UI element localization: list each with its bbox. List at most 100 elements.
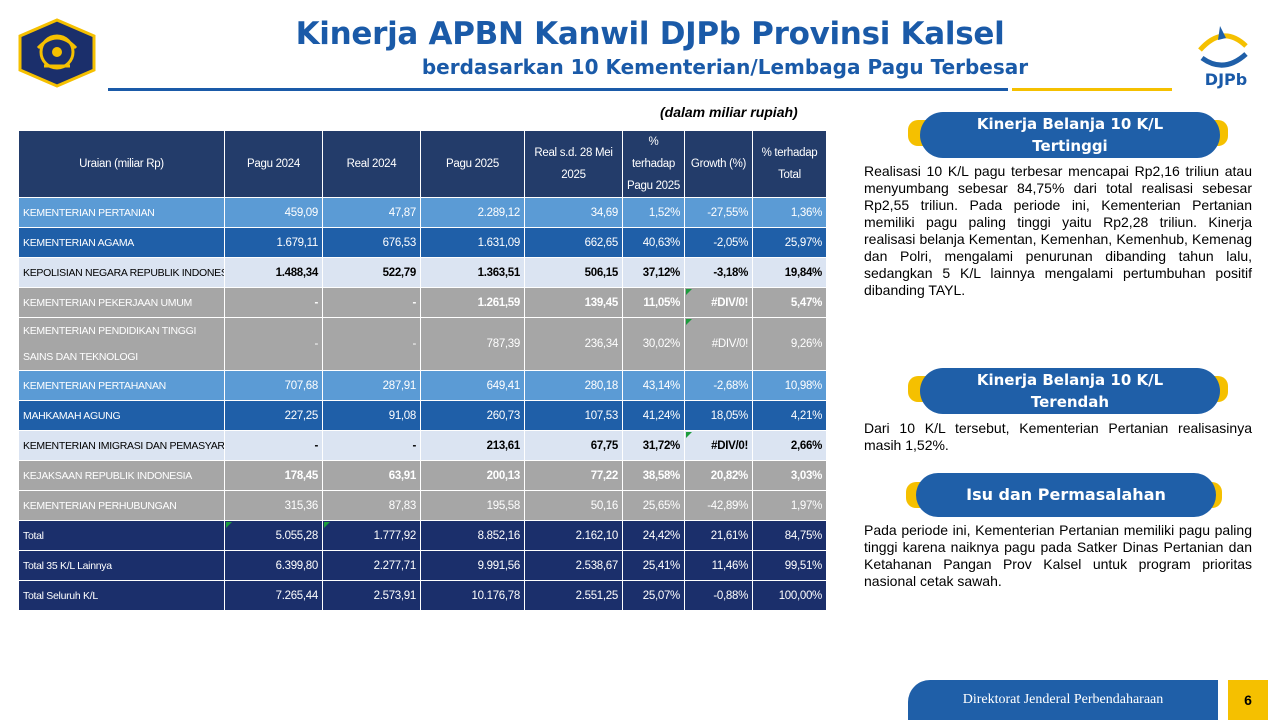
table-cell: 21,61% — [684, 520, 753, 551]
table-cell: - — [224, 287, 323, 318]
table-cell: 2.573,91 — [322, 580, 421, 611]
table-cell: 9.991,56 — [420, 550, 525, 581]
table-cell: -42,89% — [684, 490, 753, 521]
col-header: Pagu 2025 — [420, 130, 525, 198]
col-header: Uraian (miliar Rp) — [18, 130, 225, 198]
table-cell: - — [224, 430, 323, 461]
section-title-lowest: Kinerja Belanja 10 K/L Terendah — [920, 368, 1220, 414]
table-cell: 67,75 — [524, 430, 623, 461]
table-row: KEMENTERIAN PERTAHANAN 707,68 287,91 649,41… — [18, 370, 827, 401]
table-cell: 139,45 — [524, 287, 623, 318]
row-label: KEPOLISIAN NEGARA REPUBLIK INDONESIA — [18, 257, 225, 288]
table-cell: 236,34 — [524, 317, 623, 371]
table-cell: 30,02% — [622, 317, 685, 371]
table-cell: 37,12% — [622, 257, 685, 288]
row-label: KEMENTERIAN IMIGRASI DAN PEMASYARAKATAN — [18, 430, 225, 461]
col-header: Pagu 2024 — [224, 130, 323, 198]
page-number: 6 — [1228, 680, 1268, 720]
title-divider-accent — [1012, 88, 1172, 91]
table-cell: 2.162,10 — [524, 520, 623, 551]
col-header: % terhadap Total — [752, 130, 827, 198]
row-label: KEMENTERIAN PEKERJAAN UMUM — [18, 287, 225, 318]
col-header: % terhadap Pagu 2025 — [622, 130, 685, 198]
table-cell: 41,24% — [622, 400, 685, 431]
row-label: Total — [18, 520, 225, 551]
table-cell: 25,97% — [752, 227, 827, 258]
table-cell: 178,45 — [224, 460, 323, 491]
row-label: KEMENTERIAN PERTAHANAN — [18, 370, 225, 401]
table-cell: 84,75% — [752, 520, 827, 551]
table-cell: 43,14% — [622, 370, 685, 401]
table-cell: 2,66% — [752, 430, 827, 461]
col-header: Real 2024 — [322, 130, 421, 198]
table-cell: 3,03% — [752, 460, 827, 491]
table-cell: 315,36 — [224, 490, 323, 521]
section-text-lowest: Dari 10 K/L tersebut, Kementerian Pertan… — [864, 420, 1252, 453]
title-divider — [108, 88, 1008, 91]
table-cell: 38,58% — [622, 460, 685, 491]
footer-org: Direktorat Jenderal Perbendaharaan — [908, 680, 1218, 720]
table-cell: -2,68% — [684, 370, 753, 401]
table-cell: 10,98% — [752, 370, 827, 401]
table-cell: 213,61 — [420, 430, 525, 461]
table-cell: 100,00% — [752, 580, 827, 611]
table-cell: 506,15 — [524, 257, 623, 288]
table-cell: 40,63% — [622, 227, 685, 258]
table-cell: #DIV/0! — [684, 430, 753, 461]
table-cell: 1.777,92 — [322, 520, 421, 551]
table-cell: 34,69 — [524, 197, 623, 228]
table-cell: 10.176,78 — [420, 580, 525, 611]
table-row: KEMENTERIAN PENDIDIKAN TINGGI SAINS DAN … — [18, 317, 827, 371]
table-cell: 9,26% — [752, 317, 827, 371]
col-header: Real s.d. 28 Mei 2025 — [524, 130, 623, 198]
table-row: Total Seluruh K/L 7.265,44 2.573,91 10.176,… — [18, 580, 827, 611]
kl-performance-table: Uraian (miliar Rp) Pagu 2024 Real 2024 P… — [18, 130, 827, 611]
table-cell: 260,73 — [420, 400, 525, 431]
table-cell: 87,83 — [322, 490, 421, 521]
section-text-highest: Realisasi 10 K/L pagu terbesar mencapai … — [864, 163, 1252, 298]
table-cell: -0,88% — [684, 580, 753, 611]
table-cell: - — [224, 317, 323, 371]
table-cell: 19,84% — [752, 257, 827, 288]
table-row: KEMENTERIAN PERTANIAN 459,09 47,87 2.289,12… — [18, 197, 827, 228]
page-subtitle: berdasarkan 10 Kementerian/Lembaga Pagu … — [421, 55, 1029, 79]
table-cell: 5,47% — [752, 287, 827, 318]
table-cell: 287,91 — [322, 370, 421, 401]
section-text-issues: Pada periode ini, Kementerian Pertanian … — [864, 522, 1252, 589]
table-cell: 77,22 — [524, 460, 623, 491]
table-cell: 662,65 — [524, 227, 623, 258]
table-cell: -2,05% — [684, 227, 753, 258]
table-cell: 2.551,25 — [524, 580, 623, 611]
table-cell: 6.399,80 — [224, 550, 323, 581]
table-cell: -3,18% — [684, 257, 753, 288]
table-cell: 459,09 — [224, 197, 323, 228]
table-cell: 227,25 — [224, 400, 323, 431]
kemenkeu-logo — [18, 18, 96, 88]
row-label: KEMENTERIAN PERHUBUNGAN — [18, 490, 225, 521]
table-cell: 280,18 — [524, 370, 623, 401]
row-label: KEMENTERIAN PENDIDIKAN TINGGI SAINS DAN … — [18, 317, 225, 371]
table-cell: 2.538,67 — [524, 550, 623, 581]
table-row: KEMENTERIAN AGAMA 1.679,11 676,53 1.631,09 6… — [18, 227, 827, 258]
table-cell: 11,05% — [622, 287, 685, 318]
table-cell: 522,79 — [322, 257, 421, 288]
table-cell: #DIV/0! — [684, 287, 753, 318]
table-cell: 1.261,59 — [420, 287, 525, 318]
table-cell: 1.631,09 — [420, 227, 525, 258]
table-cell: 91,08 — [322, 400, 421, 431]
table-row: Total 35 K/L Lainnya 6.399,80 2.277,71 9.99… — [18, 550, 827, 581]
table-row: Total 5.055,28 1.777,92 8.852,16 2.162,10 24,… — [18, 520, 827, 551]
table-cell: 2.289,12 — [420, 197, 525, 228]
section-title-highest: Kinerja Belanja 10 K/L Tertinggi — [920, 112, 1220, 158]
table-cell: 31,72% — [622, 430, 685, 461]
table-cell: 99,51% — [752, 550, 827, 581]
table-row: MAHKAMAH AGUNG 227,25 91,08 260,73 107,53 41,… — [18, 400, 827, 431]
table-row: KEJAKSAAN REPUBLIK INDONESIA 178,45 63,91 2… — [18, 460, 827, 491]
table-row: KEPOLISIAN NEGARA REPUBLIK INDONESIA 1.48… — [18, 257, 827, 288]
row-label: Total Seluruh K/L — [18, 580, 225, 611]
table-cell: 5.055,28 — [224, 520, 323, 551]
row-label: MAHKAMAH AGUNG — [18, 400, 225, 431]
table-cell: -27,55% — [684, 197, 753, 228]
table-cell: - — [322, 287, 421, 318]
table-row: KEMENTERIAN PERHUBUNGAN 315,36 87,83 195,58… — [18, 490, 827, 521]
